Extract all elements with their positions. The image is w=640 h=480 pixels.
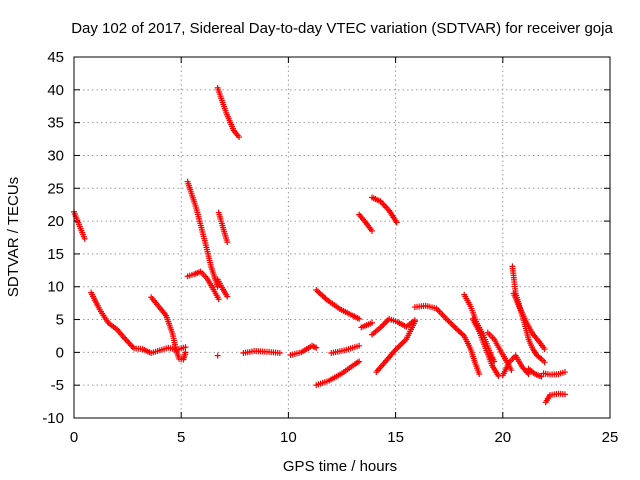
data-point-marker [313,344,320,351]
y-tick-label: 10 [47,279,64,296]
data-point-marker [214,283,221,290]
data-segment [525,365,545,380]
data-segment [369,315,418,338]
data-point-marker [369,227,376,234]
data-segment [313,287,363,322]
data-segment [542,390,568,406]
y-tick-label: 25 [47,180,64,197]
data-point-marker [236,134,243,141]
data-point-marker [508,367,515,374]
data-segment [215,209,231,246]
data-segment [240,348,283,357]
x-tick-label: 15 [387,429,404,446]
x-axis-label: GPS time / hours [283,458,397,475]
data-segment [71,208,88,242]
chart-title: Day 102 of 2017, Sidereal Day-to-day VTE… [71,20,613,37]
data-point-marker [356,315,363,322]
data-segment [499,352,532,379]
y-tick-label: 40 [47,82,64,99]
data-segment [214,276,231,300]
data-point-marker [356,358,363,365]
data-segment [88,289,189,357]
data-point-marker [525,371,532,378]
data-segment [358,319,376,331]
y-tick-label: 5 [56,312,64,329]
data-segment [411,302,483,378]
x-tick-labels: 0 5 10 15 20 25 [70,429,619,446]
y-tick-label: -10 [42,410,64,427]
data-segment [313,358,363,389]
y-tick-label: 20 [47,213,64,230]
data-segment [287,342,320,358]
data-segment [328,342,363,357]
data-point-marker [182,349,189,356]
data-segment [469,315,502,379]
data-series [71,84,568,406]
data-segment [184,178,221,290]
data-segment [214,84,243,141]
y-tick-label: 15 [47,246,64,263]
data-point-marker [411,318,418,325]
y-tick-label: 0 [56,344,64,361]
data-point-marker [215,296,222,303]
data-segment [214,352,221,359]
data-point-marker [356,342,363,349]
data-segment [540,369,568,378]
plot-area-border [73,56,611,419]
x-tick-label: 5 [177,429,185,446]
y-axis-label: SDTVAR / TECUs [5,177,22,297]
data-point-marker [541,346,548,353]
data-point-marker [81,235,88,242]
y-tick-labels: -10 -5 0 5 10 15 20 25 30 35 40 45 [42,49,64,427]
data-point-marker [369,319,376,326]
data-segment [369,194,400,226]
data-point-marker [495,372,502,379]
y-tick-label: 45 [47,49,64,66]
x-tick-label: 20 [494,429,511,446]
data-segment [356,211,376,234]
data-point-marker [393,219,400,226]
data-segment [184,268,222,303]
data-point-marker [182,344,189,351]
x-tick-label: 10 [280,429,297,446]
y-tick-label: 30 [47,147,64,164]
data-point-marker [541,359,548,366]
data-point-marker [224,239,231,246]
data-point-marker [538,373,545,380]
data-segment [510,290,548,353]
data-point-marker [476,371,483,378]
x-tick-label: 0 [70,429,78,446]
x-tick-label: 25 [602,429,619,446]
data-point-marker [276,350,283,357]
data-segment [148,294,189,363]
y-tick-label: 35 [47,115,64,132]
data-point-marker [561,391,568,398]
y-tick-label: -5 [51,377,64,394]
data-point-marker [561,369,568,376]
data-point-marker [214,352,221,359]
data-segment [373,318,418,376]
data-point-marker [224,293,231,300]
